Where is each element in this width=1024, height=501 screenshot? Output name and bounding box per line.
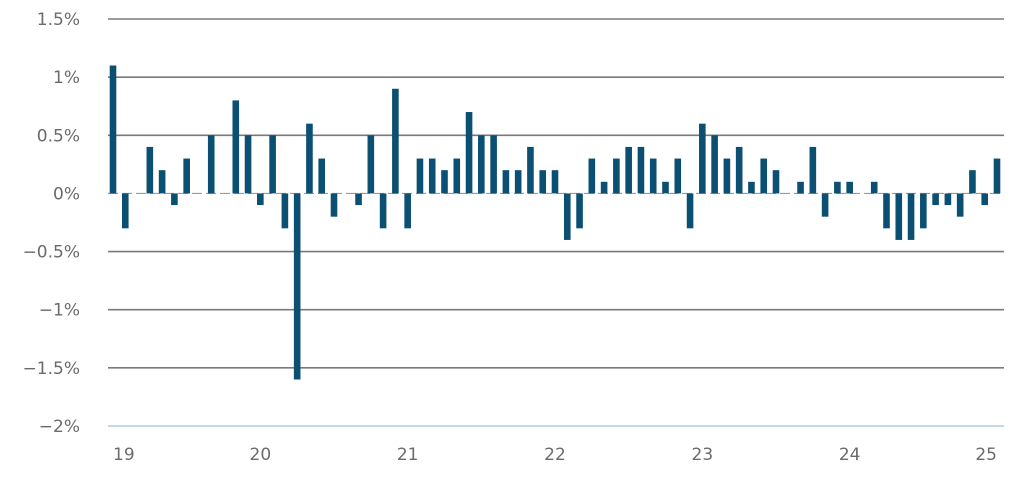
bar-2019-05 (158, 170, 166, 194)
x-tick-label: 25 (975, 445, 997, 465)
bar-2023-05 (748, 181, 755, 194)
bar-2021-05 (453, 158, 461, 194)
bar-2024-12 (981, 193, 989, 206)
bar-2019-09 (207, 135, 215, 194)
x-tick-label: 22 (544, 445, 566, 465)
bar-2021-01 (404, 193, 411, 229)
bar-2020-07 (330, 193, 338, 217)
bar-2021-02 (416, 158, 424, 194)
bar-2021-10 (514, 170, 522, 194)
bar-2024-10 (956, 193, 964, 217)
bar-2022-04 (588, 158, 596, 194)
bar-2021-09 (502, 170, 510, 194)
bar-2022-02 (563, 193, 571, 240)
bar-2020-05 (306, 123, 313, 194)
bar-2020-11 (379, 193, 387, 229)
bar-2020-04 (293, 193, 301, 380)
x-axis-tick-labels: 19 20 21 22 23 24 25 (113, 445, 997, 465)
bar-2025-01 (993, 158, 1001, 194)
bar-2019-02 (121, 193, 129, 229)
bar-2021-04 (441, 170, 448, 194)
bar-2023-01 (699, 123, 706, 194)
bar-2023-03 (723, 158, 731, 194)
y-tick-label: −1% (39, 301, 80, 321)
bar-2024-04 (883, 193, 890, 229)
bar-2024-05 (895, 193, 903, 240)
bar-2023-11 (821, 193, 829, 217)
bar-2020-01 (257, 193, 264, 206)
bar-2024-08 (932, 193, 939, 206)
x-tick-label: 19 (113, 445, 135, 465)
bar-2019-12 (244, 135, 252, 194)
x-tick-label: 23 (692, 445, 714, 465)
y-axis-tick-labels: 1.5% 1% 0.5% 0% −0.5% −1% −1.5% −2% (23, 10, 80, 437)
bar-2024-11 (969, 170, 976, 194)
bar-2020-06 (318, 158, 326, 194)
bar-2024-07 (920, 193, 927, 229)
bar-2019-04 (146, 146, 154, 194)
bar-2022-05 (600, 181, 608, 194)
bar-2020-12 (392, 88, 399, 194)
bar-2022-12 (686, 193, 694, 229)
bar-2023-02 (711, 135, 718, 194)
bar-2022-07 (625, 146, 632, 194)
y-tick-label: 0% (53, 184, 80, 204)
bar-2021-03 (428, 158, 436, 194)
bar-2024-06 (907, 193, 915, 240)
bar-2021-11 (527, 146, 534, 194)
bar-2019-07 (183, 158, 190, 194)
bar-2022-06 (613, 158, 620, 194)
bar-2019-06 (171, 193, 178, 206)
grid-lines (108, 18, 1004, 427)
bar-2021-08 (490, 135, 497, 194)
bar-2022-01 (551, 170, 559, 194)
y-tick-label: −0.5% (23, 243, 80, 263)
bar-series (109, 65, 1001, 380)
bar-2022-03 (576, 193, 583, 229)
bar-2020-02 (269, 135, 276, 194)
x-tick-label: 24 (839, 445, 861, 465)
x-tick-label: 21 (397, 445, 419, 465)
bar-2021-07 (478, 135, 485, 194)
bar-2023-04 (735, 146, 743, 194)
bar-2020-09 (355, 193, 362, 206)
bar-2022-09 (649, 158, 657, 194)
bar-2024-01 (846, 181, 853, 194)
bar-2019-01 (109, 65, 117, 194)
bar-2022-10 (662, 181, 669, 194)
bar-2021-12 (539, 170, 547, 194)
y-tick-label: 0.5% (37, 126, 80, 146)
x-tick-label: 20 (250, 445, 272, 465)
bar-2022-11 (674, 158, 682, 194)
bar-2019-11 (232, 100, 240, 194)
bar-2020-10 (367, 135, 375, 194)
y-tick-label: 1% (53, 68, 80, 88)
bar-2023-09 (797, 181, 804, 194)
bar-2022-08 (637, 146, 645, 194)
bar-2023-06 (760, 158, 768, 194)
bar-2021-06 (465, 112, 473, 194)
y-tick-label: −2% (39, 417, 80, 437)
bar-2023-10 (809, 146, 817, 194)
bar-2023-07 (772, 170, 780, 194)
bar-2020-03 (281, 193, 289, 229)
y-tick-label: 1.5% (37, 10, 80, 30)
bar-2024-09 (944, 193, 952, 206)
bar-2024-03 (870, 181, 878, 194)
y-tick-label: −1.5% (23, 359, 80, 379)
bar-2023-12 (834, 181, 841, 194)
